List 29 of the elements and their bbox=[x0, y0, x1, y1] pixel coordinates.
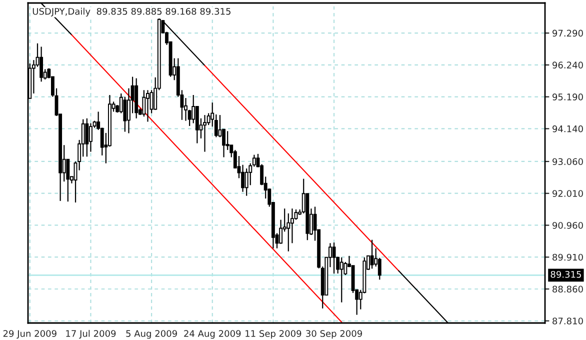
y-tick-label: 89.910 bbox=[552, 254, 583, 261]
x-tick-label: 17 Jul 2009 bbox=[66, 330, 116, 339]
x-tick-label: 24 Aug 2009 bbox=[184, 330, 241, 339]
candlestick bbox=[286, 212, 290, 252]
y-tick-label: 88.860 bbox=[552, 286, 583, 293]
x-tick-label: 30 Sep 2009 bbox=[306, 330, 362, 339]
x-tick-label: 29 Jun 2009 bbox=[3, 330, 56, 339]
candlestick bbox=[370, 239, 374, 270]
y-tick-label: 95.190 bbox=[552, 94, 583, 100]
y-tick-label: 93.060 bbox=[552, 158, 583, 166]
y-tick-label: 92.010 bbox=[552, 190, 583, 197]
candlestick bbox=[146, 90, 150, 122]
text: USDJPY,Daily 89.835 89.885 89.168 89.315 bbox=[32, 8, 230, 17]
y-tick-label: 96.240 bbox=[552, 62, 583, 68]
candlestick bbox=[85, 118, 89, 158]
y-tick-label: 90.960 bbox=[552, 222, 583, 229]
candlestick bbox=[142, 90, 146, 118]
y-tick-label: 97.290 bbox=[552, 30, 583, 37]
candlestick bbox=[89, 122, 92, 152]
ref-line-label: 89.315 bbox=[550, 270, 581, 278]
x-tick-label: 11 Sep 2009 bbox=[246, 330, 302, 339]
x-tick-label: 5 Aug 2009 bbox=[126, 330, 177, 339]
candlestick bbox=[244, 168, 248, 196]
y-tick-label: 94.140 bbox=[552, 125, 583, 132]
candlestick bbox=[332, 242, 336, 274]
candlestick bbox=[340, 256, 344, 303]
candlestick bbox=[40, 46, 44, 82]
candlestick bbox=[203, 114, 206, 152]
y-tick-label: 87.810 bbox=[552, 318, 583, 324]
